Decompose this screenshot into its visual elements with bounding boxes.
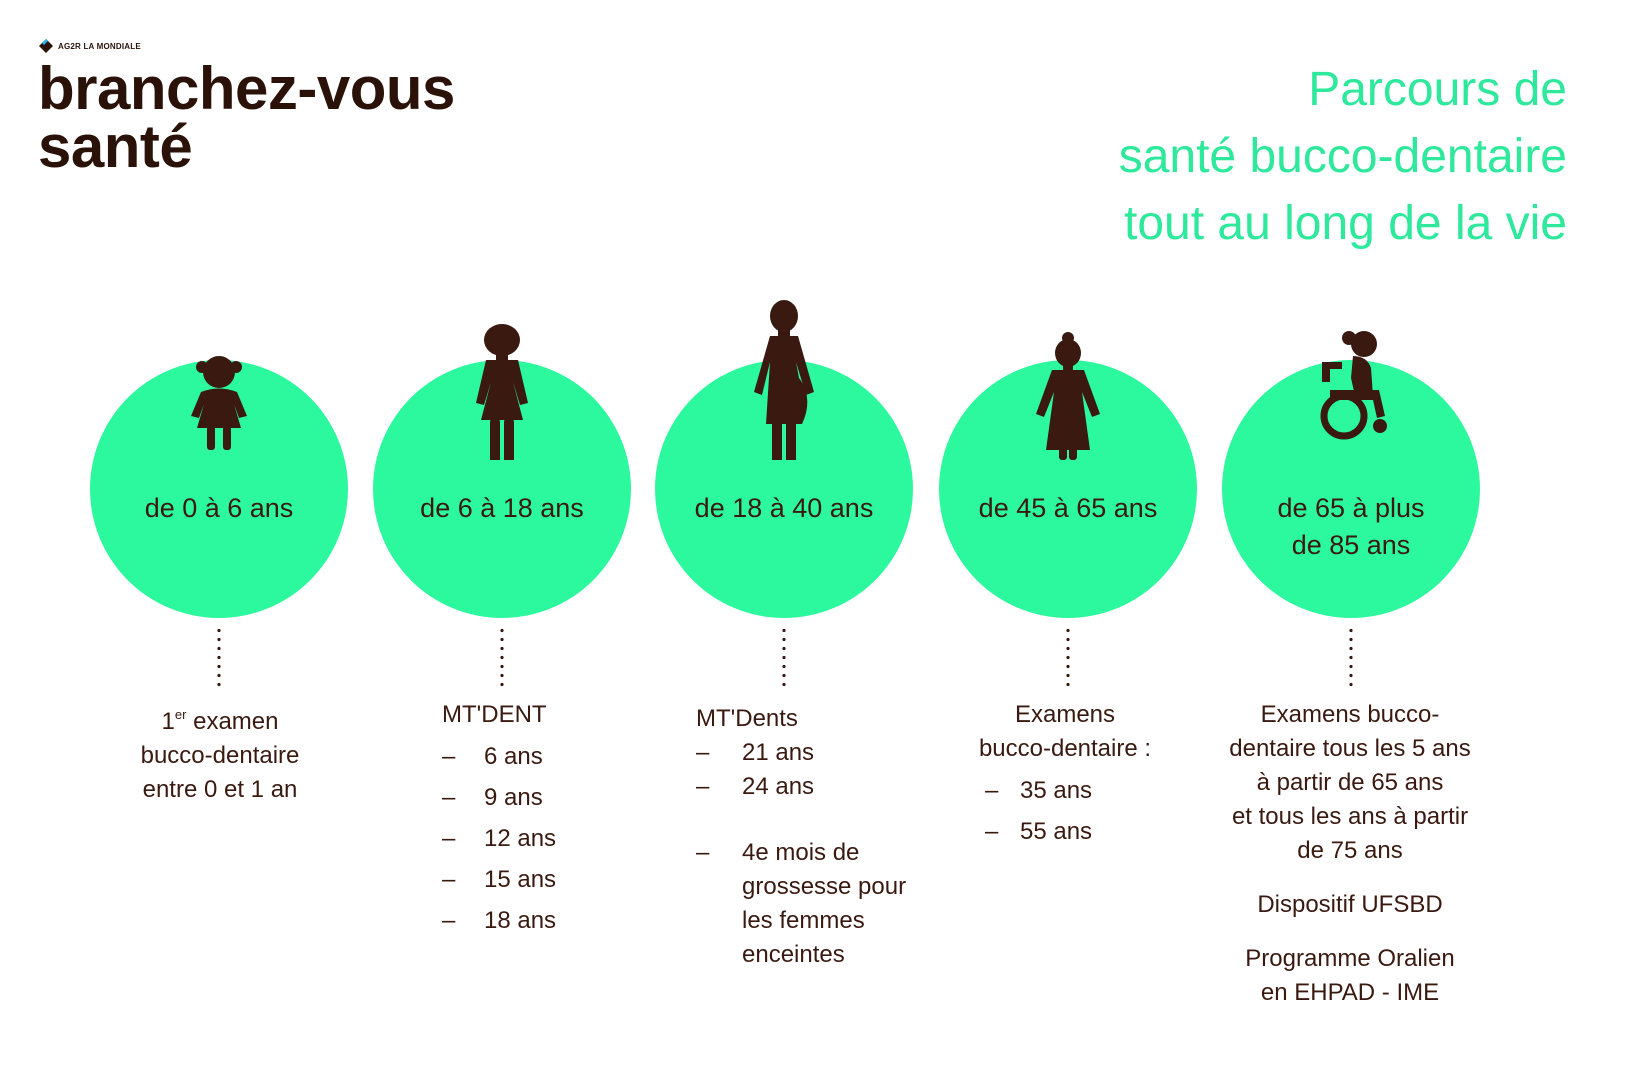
age-label: de 65 à plus de 85 ans	[1277, 493, 1425, 560]
description-heading: MT'DENT	[442, 701, 547, 728]
description-paragraph: Dispositif UFSBD	[1257, 891, 1443, 918]
list-item: –18 ans	[442, 907, 557, 934]
description-paragraph: Examens bucco- dentaire tous les 5 ans à…	[1229, 701, 1471, 864]
stage-65-85-description: Examens bucco- dentaire tous les 5 ans à…	[1200, 698, 1500, 1010]
description-line: entre 0 et 1 an	[142, 776, 298, 803]
brand-logo: AG2R LA MONDIALE	[38, 38, 455, 54]
brand-logo-text: AG2R LA MONDIALE	[58, 41, 141, 51]
description-paragraph: Programme Oralien en EHPAD - IME	[1245, 945, 1455, 1006]
dotted-connector	[217, 626, 221, 688]
dotted-connector	[782, 626, 786, 688]
child-icon	[360, 300, 644, 460]
list-item: –15 ans	[442, 866, 557, 893]
dotted-connector	[1349, 626, 1353, 688]
ag2r-logo-icon	[39, 39, 53, 53]
stage-45-65-description: Examens bucco-dentaire : –35 ans –55 ans	[955, 698, 1195, 852]
age-label: de 0 à 6 ans	[144, 493, 294, 523]
description-line: bucco-dentaire	[140, 742, 300, 769]
list-item: –24 ans	[696, 773, 815, 800]
brand-title: branchez-vous santé	[38, 55, 455, 180]
page-title: Parcours de santé bucco-dentaire tout au…	[1118, 63, 1567, 250]
toddler-icon	[77, 300, 361, 460]
list-item: –12 ans	[442, 825, 557, 852]
wheelchair-icon	[1209, 300, 1493, 460]
list-item: –4e mois de grossesse pour les femmes en…	[696, 839, 907, 968]
age-label: de 6 à 18 ans	[420, 493, 584, 523]
age-label: de 45 à 65 ans	[978, 493, 1158, 523]
brand: AG2R LA MONDIALE branchez-vous santé	[38, 38, 455, 180]
list-item: –9 ans	[442, 784, 543, 811]
exam-age-list: –21 ans –24 ans –4e mois de grossesse po…	[696, 736, 956, 972]
description-heading: Examens bucco-dentaire :	[978, 701, 1152, 762]
age-label: de 18 à 40 ans	[694, 493, 874, 523]
exam-age-list: –6 ans –9 ans –12 ans –15 ans –18 ans	[442, 736, 622, 941]
list-item: –55 ans	[985, 818, 1093, 845]
list-item: –21 ans	[696, 739, 815, 766]
stage-6-18-description: MT'DENT –6 ans –9 ans –12 ans –15 ans –1…	[442, 698, 622, 941]
stage-18-40-description: MT'Dents –21 ans –24 ans –4e mois de gro…	[696, 702, 956, 972]
description-heading: MT'Dents	[696, 705, 798, 732]
age-circle	[1222, 360, 1480, 618]
description-line: 1er examen	[161, 707, 279, 735]
stage-0-6-description: 1er examen bucco-dentaire entre 0 et 1 a…	[100, 698, 340, 807]
elderly-woman-icon	[926, 300, 1210, 460]
list-item: –6 ans	[442, 743, 543, 770]
list-item: –35 ans	[985, 777, 1093, 804]
pregnant-woman-icon	[642, 300, 926, 460]
exam-age-list: –35 ans –55 ans	[955, 770, 1195, 852]
dotted-connector	[500, 626, 504, 688]
dotted-connector	[1066, 626, 1070, 688]
